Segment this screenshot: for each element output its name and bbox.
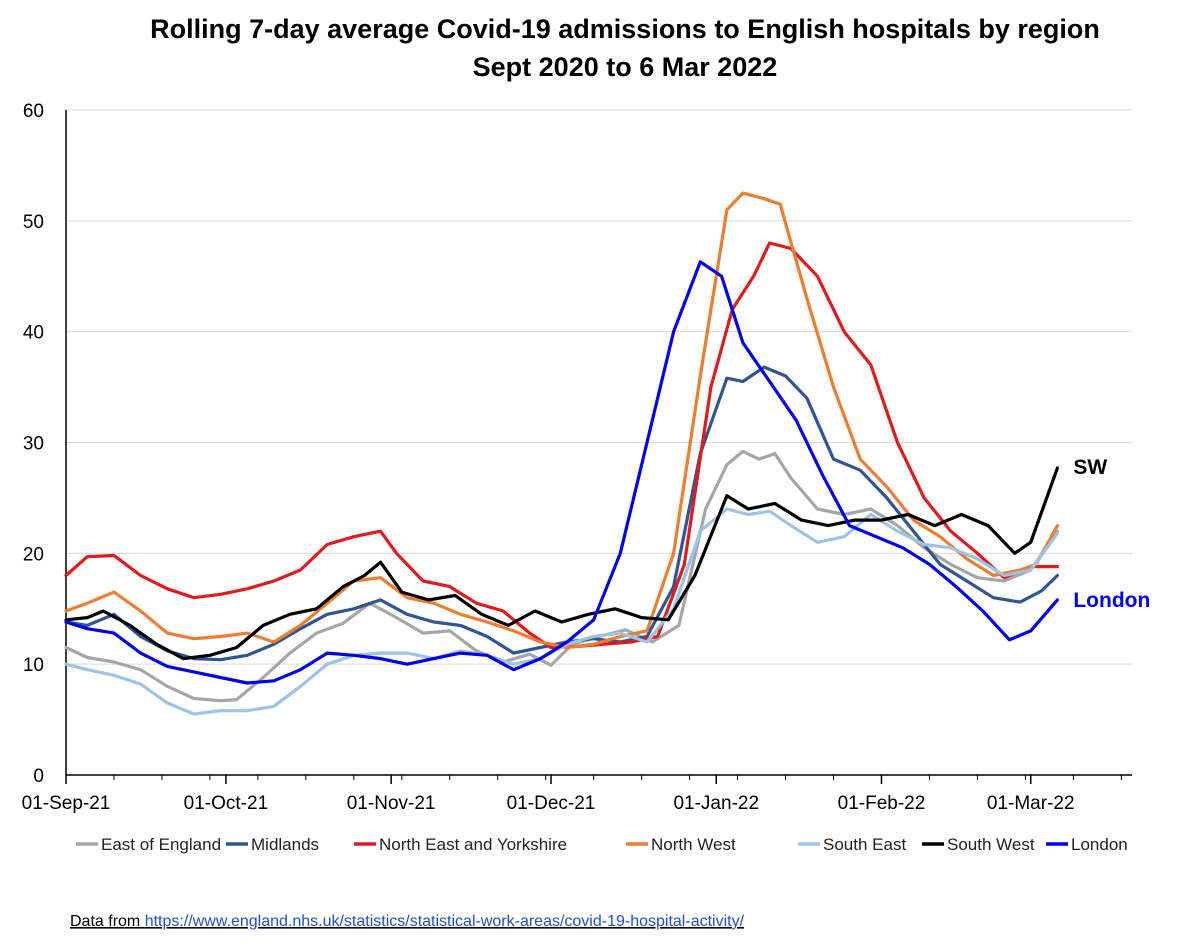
series-line-east-of-england [64,449,1059,703]
y-tick-label: 10 [23,655,44,676]
legend-label: London [1071,835,1128,854]
x-tick-label: 01-Mar-22 [987,793,1075,814]
legend-label: South West [947,835,1035,854]
chart-title: Rolling 7-day average Covid-19 admission… [150,14,1100,44]
chart-subtitle: Sept 2020 to 6 Mar 2022 [473,52,778,82]
end-labels: SW London [1073,456,1150,612]
gridlines [66,109,1132,665]
annotation-london: London [1073,589,1150,612]
legend: East of England Midlands North East and Yo… [76,835,1128,854]
x-tick-label: 01-Dec-21 [507,793,596,814]
series-line-north-west [64,191,1059,650]
y-tick-label: 50 [23,212,44,233]
y-tick-label: 20 [23,544,44,565]
y-tick-label: 40 [23,323,44,344]
legend-label: North East and Yorkshire [379,835,567,854]
series-line-north-east-and-yorkshire [64,241,1059,650]
series-line-south-west [64,466,1059,661]
source-note: Data from https://www.england.nhs.uk/sta… [70,913,745,930]
annotation-sw: SW [1073,456,1107,479]
legend-label: Midlands [251,835,319,854]
series-line-london [64,260,1059,685]
x-tick-label: 01-Feb-22 [838,793,926,814]
legend-label: South East [823,835,906,854]
x-tick-label: 01-Nov-21 [347,793,436,814]
y-tick-label: 30 [23,434,44,455]
legend-label: East of England [101,835,221,854]
x-tick-label: 01-Jan-22 [673,793,759,814]
y-tick-label: 0 [33,766,44,787]
source-link[interactable]: https://www.england.nhs.uk/statistics/st… [145,913,745,930]
x-tick-label: 01-Sep-21 [22,793,111,814]
axes: 0 10 20 30 40 50 60 01-Sep-21 01-Oct-21 01-Nov-21… [22,101,1132,814]
x-tick-label: 01-Oct-21 [184,793,268,814]
legend-label: North West [651,835,736,854]
series-line-south-east [64,507,1059,716]
series-lines [64,191,1059,716]
source-prefix: Data from [70,913,145,930]
y-tick-label: 60 [23,101,44,122]
